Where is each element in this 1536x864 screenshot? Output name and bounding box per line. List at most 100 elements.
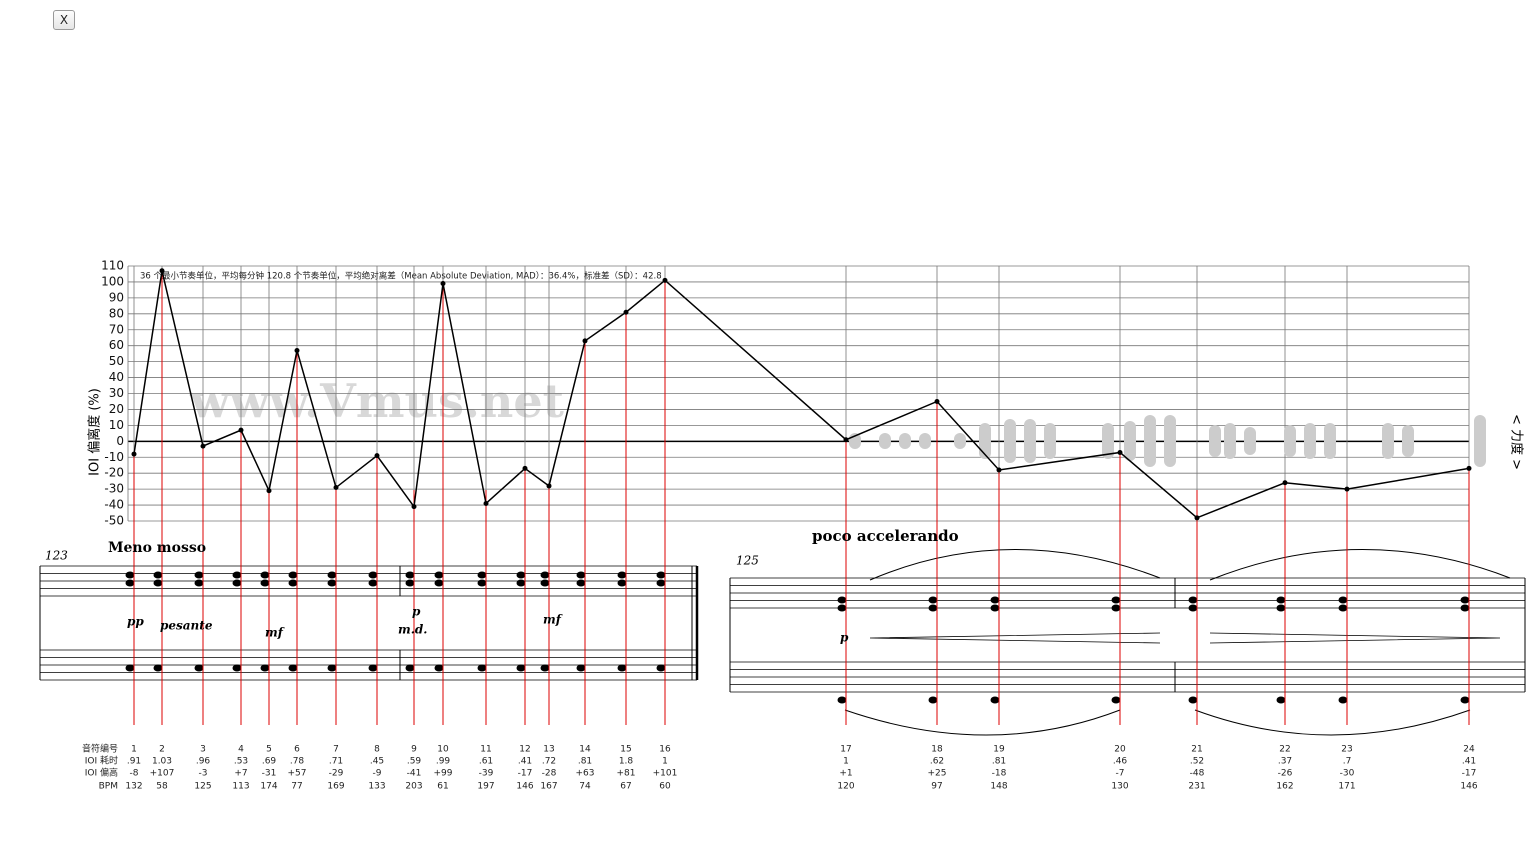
slur (869, 549, 1161, 581)
data-point (266, 488, 272, 494)
data-point (582, 338, 588, 344)
hairpin (1209, 632, 1501, 644)
ioi-deviation: +25 (928, 769, 947, 779)
note-number: 12 (519, 745, 530, 755)
notehead (260, 571, 270, 579)
dynamics-blob (1284, 425, 1296, 457)
notehead (194, 664, 204, 672)
ioi-duration: .46 (1113, 757, 1128, 767)
notehead (125, 579, 135, 587)
data-point (440, 281, 446, 287)
notehead (516, 664, 526, 672)
y-tick-label: -10 (104, 450, 124, 464)
bpm: 60 (659, 782, 671, 792)
ioi-deviation: +57 (288, 769, 307, 779)
bpm: 133 (368, 782, 385, 792)
notehead (617, 571, 627, 579)
notehead (260, 579, 270, 587)
ioi-deviation: -28 (542, 769, 557, 779)
notehead (260, 664, 270, 672)
dynamics-blob (1102, 423, 1114, 459)
note-number: 4 (238, 745, 244, 755)
y-tick-label: 80 (109, 306, 124, 320)
data-point (996, 467, 1002, 473)
expression: mf (265, 626, 285, 640)
ioi-duration: .91 (127, 757, 141, 767)
bpm: 146 (516, 782, 533, 792)
ioi-deviation: -31 (262, 769, 277, 779)
y2-axis-label: < 力度 > (1509, 414, 1525, 470)
ioi-deviation: -41 (407, 769, 422, 779)
notehead (125, 664, 135, 672)
notehead (1460, 596, 1470, 604)
ioi-deviation: -39 (479, 769, 494, 779)
row-label: IOI 耗时 (85, 755, 118, 767)
notehead (928, 596, 938, 604)
ioi-duration: .45 (370, 757, 384, 767)
ioi-deviation: -17 (518, 769, 533, 779)
notehead (153, 579, 163, 587)
ioi-deviation: -48 (1190, 769, 1205, 779)
note-number: 13 (543, 745, 554, 755)
dynamics-blob (954, 433, 966, 449)
notehead (405, 571, 415, 579)
close-button[interactable]: X (53, 10, 75, 30)
ioi-duration: .59 (407, 757, 422, 767)
notehead (1276, 696, 1286, 704)
data-point (1466, 465, 1472, 471)
notehead (540, 579, 550, 587)
dynamics-blob (1304, 423, 1316, 459)
notehead (405, 664, 415, 672)
notehead (1111, 596, 1121, 604)
ioi-duration: 1.8 (619, 757, 634, 767)
bpm: 113 (232, 782, 249, 792)
notehead (368, 664, 378, 672)
note-number: 15 (620, 745, 631, 755)
ioi-deviation: -7 (1116, 769, 1125, 779)
dynamics-blob (919, 433, 931, 449)
ioi-deviation: +107 (150, 769, 175, 779)
notehead (194, 571, 204, 579)
bpm: 203 (405, 782, 422, 792)
y-tick-label: -50 (104, 514, 124, 528)
notehead (656, 579, 666, 587)
bpm: 148 (990, 782, 1007, 792)
expression: mf (543, 613, 563, 627)
bpm: 171 (1338, 782, 1355, 792)
data-point (1282, 480, 1288, 486)
notehead (232, 571, 242, 579)
ioi-duration: .62 (930, 757, 944, 767)
note-number: 11 (480, 745, 491, 755)
dynamics-blob (1209, 425, 1221, 457)
bpm: 120 (837, 782, 854, 792)
tempo-mark: poco accelerando (812, 527, 959, 545)
bpm: 169 (327, 782, 344, 792)
ioi-duration: 1 (662, 757, 668, 767)
y-tick-label: -30 (104, 482, 124, 496)
data-line (133, 270, 1470, 519)
notehead (576, 571, 586, 579)
y-tick-label: 110 (101, 259, 124, 273)
row-label: 音符编号 (82, 743, 118, 755)
ioi-duration: .72 (542, 757, 556, 767)
note-number: 1 (131, 745, 137, 755)
data-point (623, 309, 629, 315)
notehead (477, 571, 487, 579)
data-point (333, 485, 339, 491)
dynamics-blob (1224, 423, 1236, 459)
data-point (200, 443, 206, 449)
ioi-deviation: +81 (617, 769, 636, 779)
ioi-deviation: -17 (1462, 769, 1477, 779)
note-number: 7 (333, 745, 339, 755)
notehead (1111, 604, 1121, 612)
ioi-deviation: -29 (329, 769, 344, 779)
y-tick-label: -40 (104, 498, 124, 512)
notehead (477, 579, 487, 587)
y-axis-label: IOI 偏离度 (%) (87, 388, 103, 476)
expression: m.d. (398, 623, 427, 637)
bpm: 197 (477, 782, 494, 792)
notehead (434, 664, 444, 672)
slur (1209, 549, 1511, 581)
expression: p (412, 605, 421, 619)
data-point (159, 268, 165, 274)
